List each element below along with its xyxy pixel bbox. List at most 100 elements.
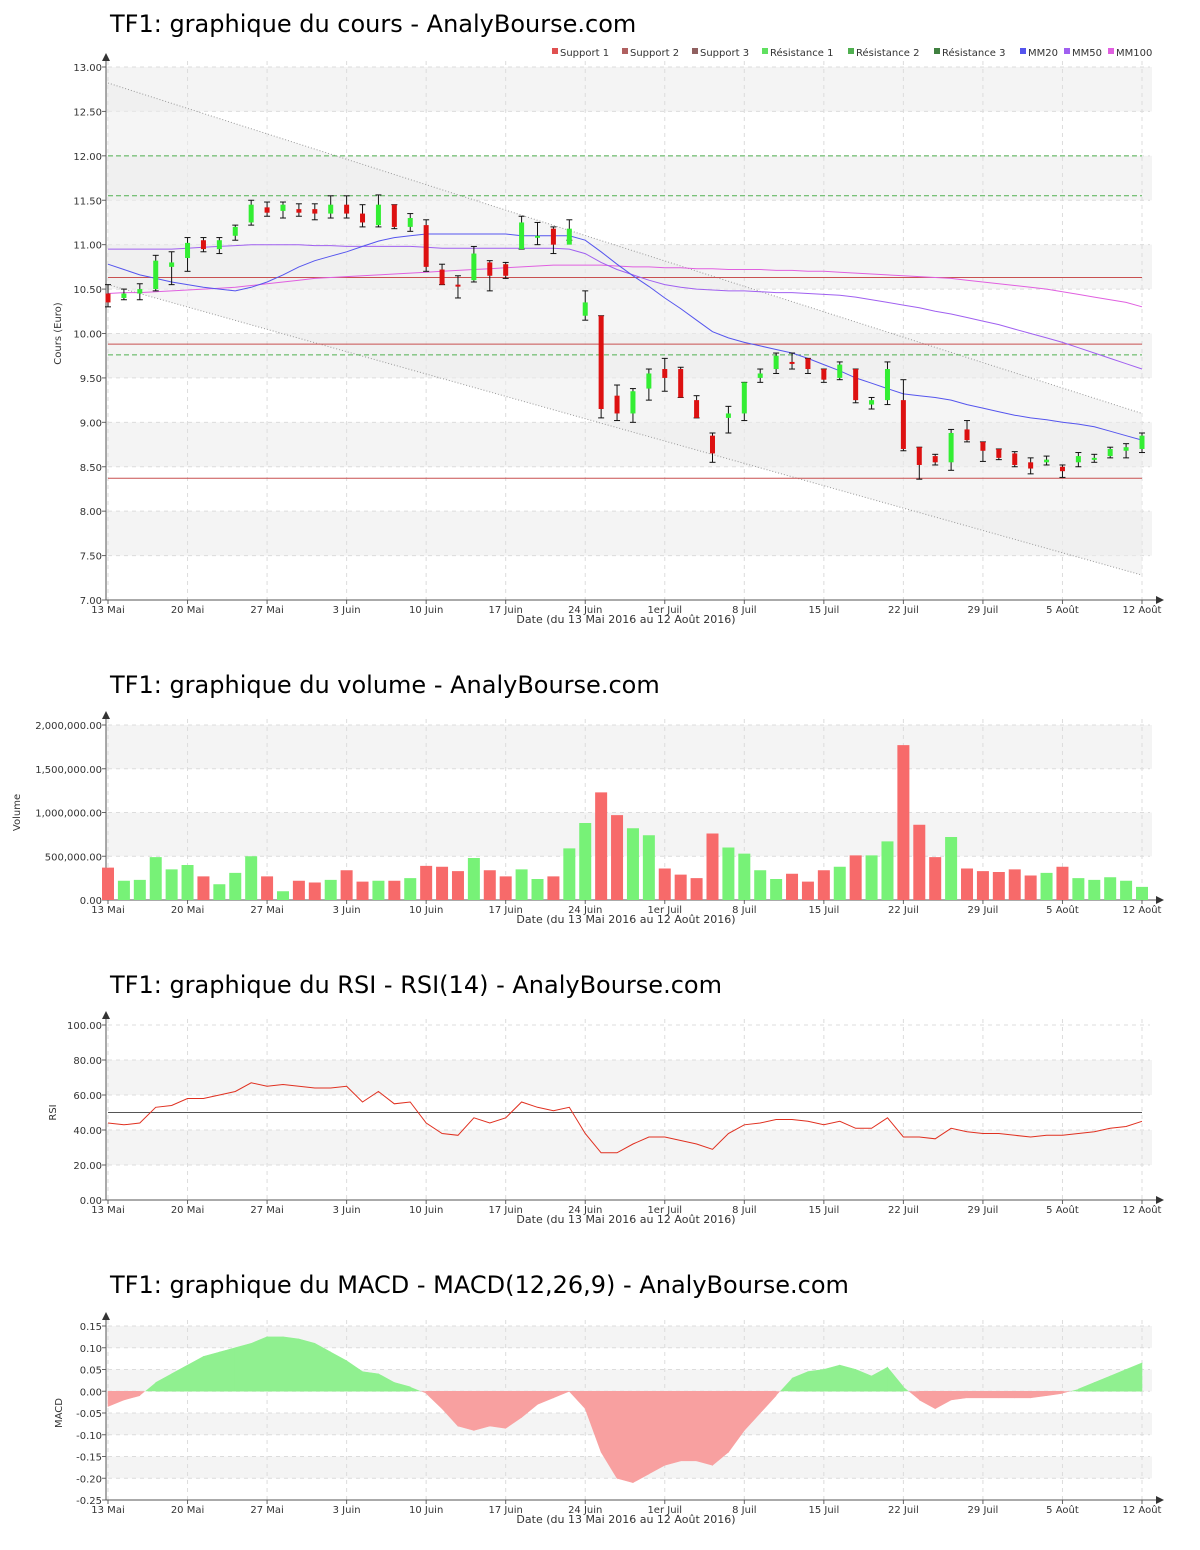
x-tick-label: 3 Juin	[333, 1205, 361, 1216]
x-tick-label: 27 Mai	[250, 605, 283, 616]
candle-body	[757, 373, 763, 378]
macd-area	[1125, 1362, 1143, 1392]
volume-bar	[404, 878, 417, 900]
volume-bar	[1072, 878, 1085, 900]
x-tick-label: 20 Mai	[171, 1505, 204, 1516]
volume-bar	[817, 870, 830, 900]
y-tick-label: 1,000,000.00	[35, 809, 102, 820]
grid-band	[106, 1326, 1152, 1348]
y-axis-title: Cours (Euro)	[53, 302, 64, 365]
candle-body	[900, 400, 906, 449]
x-tick-label: 13 Mai	[91, 605, 124, 616]
candle-body	[121, 293, 127, 298]
legend-label: MM50	[1072, 48, 1102, 59]
legend-swatch	[552, 48, 558, 54]
x-tick-label: 22 Juil	[888, 605, 919, 616]
candle-body	[1091, 457, 1097, 460]
volume-bar	[976, 871, 989, 900]
candle-body	[105, 293, 111, 303]
x-tick-label: 5 Août	[1046, 904, 1079, 916]
y-tick-label: 0.10	[80, 1344, 102, 1355]
x-tick-label: 17 Juin	[489, 1505, 523, 1516]
x-tick-label: 1er Juil	[647, 905, 682, 916]
candle-body	[248, 204, 254, 223]
macd-area	[696, 1390, 713, 1466]
x-tick-label: 3 Juin	[333, 605, 361, 616]
candle-body	[932, 456, 938, 463]
y-tick-label: 8.00	[80, 507, 102, 518]
y-tick-label: 12.00	[73, 152, 102, 163]
x-tick-label: 10 Juin	[409, 1505, 443, 1516]
x-tick-label: 8 Juil	[732, 605, 756, 616]
x-tick-label: 22 Juil	[888, 905, 919, 916]
y-axis-arrow	[102, 53, 110, 61]
candle-body	[1075, 456, 1081, 463]
macd-area	[420, 1391, 427, 1394]
candle-body	[694, 400, 700, 418]
y-tick-label: -0.15	[76, 1453, 102, 1464]
volume-bar	[754, 870, 767, 900]
candle-body	[391, 204, 397, 227]
candle-body	[662, 369, 668, 378]
x-tick-label: 27 Mai	[250, 905, 283, 916]
x-axis-title: Date (du 13 Mai 2016 au 12 Août 2016)	[516, 1513, 735, 1526]
x-tick-label: 3 Juin	[333, 1505, 361, 1516]
volume-bar	[690, 878, 703, 900]
volume-bar	[626, 828, 639, 900]
candle-body	[375, 204, 381, 226]
y-tick-label: 7.00	[80, 596, 102, 607]
macd-area	[982, 1390, 1000, 1399]
macd-area	[664, 1390, 681, 1466]
volume-bar	[1008, 869, 1021, 900]
volume-bar	[388, 880, 401, 900]
candle-body	[439, 269, 445, 285]
volume-bar	[340, 870, 353, 900]
volume-bar	[674, 874, 687, 900]
macd-area	[346, 1360, 363, 1392]
x-axis-title: Date (du 13 Mai 2016 au 12 Août 2016)	[516, 1213, 735, 1226]
candle-body	[503, 264, 509, 276]
volume-bar	[770, 879, 783, 900]
mm100-line	[107, 264, 1143, 308]
mm50-line	[108, 244, 1143, 370]
y-tick-label: 2,000,000.00	[35, 721, 102, 732]
volume-bar	[356, 881, 369, 900]
candle-body	[487, 262, 493, 276]
macd-area	[282, 1336, 300, 1392]
candle-body	[407, 218, 413, 227]
x-axis-arrow	[1156, 896, 1164, 904]
candle-body	[1059, 466, 1065, 472]
macd-area	[250, 1336, 268, 1392]
price-chart: 7.00 7.50 8.00 8.50 9.00 9.50 10.00 10.50 11.00 1…	[53, 47, 1164, 626]
candle-body	[280, 204, 286, 211]
rsi-line	[107, 1082, 1143, 1154]
y-axis-arrow	[102, 711, 110, 719]
volume-bar	[849, 855, 862, 900]
volume-bar	[165, 869, 178, 900]
macd-area	[1062, 1391, 1071, 1394]
macd-area	[1030, 1390, 1047, 1399]
grid-band	[106, 67, 1152, 112]
volume-bar	[595, 792, 608, 900]
legend-swatch	[1020, 48, 1026, 54]
x-tick-label: 29 Juil	[968, 905, 999, 916]
candle-body	[296, 209, 302, 213]
x-tick-label: 20 Mai	[171, 605, 204, 616]
macd-area	[394, 1382, 411, 1392]
volume-bar	[929, 857, 942, 900]
macd-area	[203, 1351, 220, 1392]
volume-bar	[1056, 866, 1069, 900]
y-tick-label: 0.05	[80, 1366, 102, 1377]
macd-chart-title: TF1: graphique du MACD - MACD(12,26,9) -…	[110, 1271, 849, 1299]
candle-body	[869, 400, 875, 405]
macd-area	[950, 1390, 968, 1401]
volume-bar	[658, 868, 671, 900]
x-tick-label: 5 Août	[1046, 1204, 1079, 1216]
volume-bar	[579, 823, 592, 900]
x-tick-label: 20 Mai	[171, 905, 204, 916]
macd-area	[839, 1364, 856, 1392]
x-tick-label: 8 Juil	[732, 1205, 756, 1216]
grid-band	[106, 1130, 1152, 1165]
y-tick-label: 0.00	[80, 1196, 102, 1207]
x-tick-label: 12 Août	[1123, 1504, 1162, 1516]
